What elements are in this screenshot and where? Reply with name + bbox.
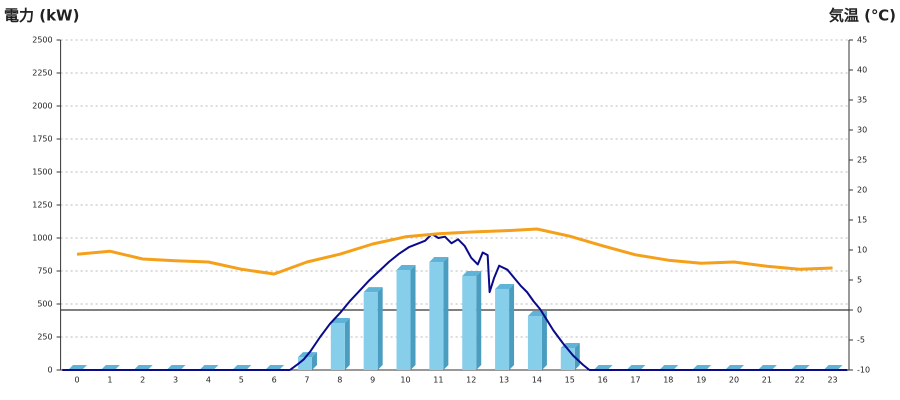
bar-top (232, 365, 252, 370)
y-tick-label: 0 (48, 366, 53, 375)
y-tick-label: 500 (37, 300, 52, 309)
x-tick-label: 15 (565, 376, 575, 385)
bar-top (725, 365, 745, 370)
bar-side (476, 271, 482, 370)
x-tick-label: 12 (466, 376, 476, 385)
y-tick-label: 2500 (32, 36, 52, 45)
x-tick-label: 22 (795, 376, 805, 385)
bar-top (823, 365, 843, 370)
x-tick-label: 7 (304, 376, 309, 385)
y2-tick-label: 15 (857, 216, 867, 225)
bar-side (443, 257, 449, 370)
x-tick-label: 21 (762, 376, 772, 385)
bar (527, 316, 542, 370)
y2-tick-label: 0 (857, 306, 862, 315)
bar-top (429, 257, 449, 263)
x-tick-label: 18 (663, 376, 673, 385)
x-tick-label: 20 (729, 376, 739, 385)
bar-top (396, 264, 416, 270)
bar-top (265, 365, 285, 370)
bar-top (757, 365, 777, 370)
y2-tick-label: 10 (857, 246, 867, 255)
power-line (62, 233, 848, 371)
bar-top (659, 365, 679, 370)
x-tick-label: 19 (696, 376, 706, 385)
bar-top (363, 287, 383, 293)
bar-top (495, 283, 515, 289)
right-axis-title: 気温 (℃) (829, 7, 896, 25)
bar-top (68, 365, 88, 370)
bar-side (344, 318, 350, 370)
bar-top (790, 365, 810, 370)
y2-tick-label: 45 (857, 36, 867, 45)
y2-tick-label: 35 (857, 96, 867, 105)
x-tick-label: 2 (140, 376, 145, 385)
bar-top (199, 365, 219, 370)
y-tick-label: 750 (37, 267, 52, 276)
left-axis-title: 電力 (kW) (4, 7, 79, 25)
x-tick-label: 6 (272, 376, 277, 385)
x-tick-label: 3 (173, 376, 178, 385)
y2-tick-label: 40 (857, 66, 867, 75)
bar-side (377, 287, 383, 370)
y2-tick-label: 5 (857, 276, 862, 285)
y2-tick-label: 25 (857, 156, 867, 165)
x-tick-label: 10 (400, 376, 410, 385)
bar (396, 269, 411, 370)
x-tick-label: 8 (337, 376, 342, 385)
temperature-line (76, 227, 833, 276)
x-tick-label: 16 (598, 376, 608, 385)
bar (363, 292, 378, 370)
bar (330, 323, 345, 370)
bar (560, 347, 575, 370)
x-tick-label: 13 (499, 376, 509, 385)
bar-top (626, 365, 646, 370)
y-tick-label: 250 (37, 333, 52, 342)
bar-top (462, 271, 482, 277)
y-tick-label: 2000 (32, 102, 52, 111)
bar-top (166, 365, 186, 370)
x-tick-label: 4 (206, 376, 211, 385)
x-tick-label: 0 (74, 376, 79, 385)
x-tick-label: 11 (433, 376, 443, 385)
bar (462, 276, 477, 370)
bar-top (133, 365, 153, 370)
x-tick-label: 14 (532, 376, 542, 385)
y2-tick-label: 20 (857, 186, 867, 195)
y2-tick-label: -10 (857, 366, 870, 375)
y2-tick-label: -5 (857, 336, 865, 345)
x-tick-label: 17 (630, 376, 640, 385)
bar-top (100, 365, 120, 370)
x-tick-label: 9 (370, 376, 375, 385)
bar (495, 288, 510, 370)
bar-top (593, 365, 613, 370)
y-tick-label: 1250 (32, 201, 52, 210)
bar-side (410, 264, 416, 370)
x-tick-label: 23 (827, 376, 837, 385)
x-tick-label: 1 (107, 376, 112, 385)
y-tick-label: 1000 (32, 234, 52, 243)
bar-top (692, 365, 712, 370)
x-tick-label: 5 (239, 376, 244, 385)
y-tick-label: 1500 (32, 168, 52, 177)
y2-tick-label: 30 (857, 126, 867, 135)
bar-side (574, 342, 580, 370)
y-tick-label: 1750 (32, 135, 52, 144)
y-tick-label: 2250 (32, 69, 52, 78)
bar-side (509, 283, 515, 370)
bar-side (311, 352, 317, 370)
bar-side (541, 311, 547, 370)
bar (429, 262, 444, 370)
